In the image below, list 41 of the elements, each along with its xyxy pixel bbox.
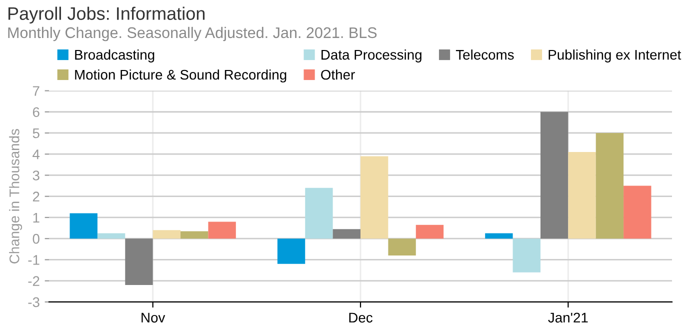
y-tick-label: 4 [32, 150, 40, 160]
y-tick-label: -3 [28, 297, 40, 308]
y-tick-label: 3 [32, 170, 40, 180]
bar [485, 233, 513, 239]
y-axis-title: Change in Thousands [9, 129, 22, 264]
x-tick-label: Jan'21 [548, 312, 588, 323]
bar [277, 238, 306, 264]
bar [180, 231, 208, 239]
bar [332, 229, 360, 239]
bar [416, 224, 444, 239]
chart-title: Payroll Jobs: Information [8, 6, 205, 24]
chart-subtitle: Monthly Change. Seasonally Adjusted. Jan. 2021. BLS [8, 26, 377, 42]
legend-label: Publishing ex Internet [548, 50, 682, 62]
x-tick-label: Dec [349, 312, 372, 323]
bar [624, 186, 652, 239]
legend-label: Data Processing [322, 50, 422, 62]
legend-label: Motion Picture & Sound Recording [75, 69, 286, 82]
bar [208, 222, 236, 239]
y-tick-label: 0 [32, 234, 40, 244]
y-tick-label: 7 [32, 86, 40, 96]
x-tick-label: Nov [142, 312, 166, 323]
legend-label: Telecoms [456, 50, 514, 60]
bar [568, 152, 596, 239]
y-tick-label: 6 [32, 107, 40, 118]
bar [596, 132, 624, 239]
bar [70, 213, 98, 239]
bar [388, 238, 416, 256]
bar [152, 230, 181, 239]
bar [97, 233, 126, 239]
y-tick-label: 5 [32, 128, 40, 138]
legend-label: Other [321, 69, 355, 80]
bar [125, 238, 153, 286]
y-tick-label: 1 [33, 212, 40, 223]
legend-label: Broadcasting [75, 50, 154, 62]
y-tick-label: -2 [28, 276, 40, 286]
bar [305, 188, 333, 239]
bar [360, 156, 388, 239]
y-tick-label: -1 [28, 255, 40, 265]
bar [512, 238, 540, 272]
bar [540, 112, 568, 239]
y-tick-label: 2 [32, 192, 40, 202]
